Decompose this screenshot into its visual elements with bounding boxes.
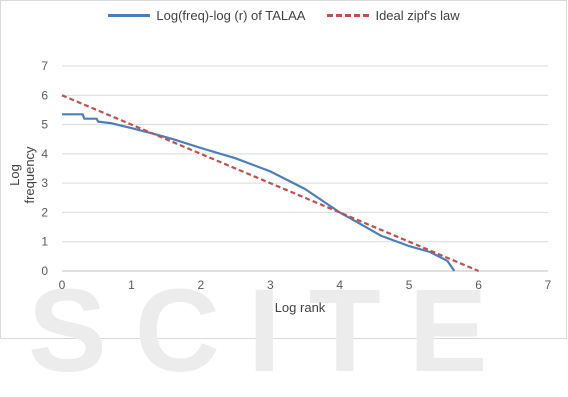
legend: Log(freq)-log (r) of TALAA Ideal zipf's …: [0, 8, 568, 23]
y-tick-label: 0: [41, 264, 48, 278]
y-tick-label: 2: [41, 205, 48, 219]
chart-plot: 0 1 2 3 4 5 6 7 0 1 2 3 4 5 6 7: [41, 59, 552, 292]
x-tick-label: 2: [198, 278, 205, 292]
chart-frame: [0, 0, 567, 339]
y-tick-label: 1: [41, 235, 48, 249]
x-tick-label: 5: [406, 278, 413, 292]
x-tick-label: 0: [59, 278, 66, 292]
y-tick-label: 6: [41, 88, 48, 102]
legend-item-zipf: Ideal zipf's law: [327, 8, 460, 23]
x-tick-label: 7: [545, 278, 552, 292]
x-tick-label: 3: [267, 278, 274, 292]
legend-label-talaa: Log(freq)-log (r) of TALAA: [156, 8, 306, 23]
x-tick-label: 4: [336, 278, 343, 292]
y-tick-label: 7: [41, 59, 48, 73]
y-tick-label: 4: [41, 147, 48, 161]
legend-label-zipf: Ideal zipf's law: [375, 8, 460, 23]
y-tick-label: 3: [41, 176, 48, 190]
series-line-zipf: [61, 94, 480, 273]
x-tick-label: 1: [128, 278, 135, 292]
series-line-talaa: [62, 113, 456, 272]
legend-item-talaa: Log(freq)-log (r) of TALAA: [108, 8, 305, 23]
y-tick-label: 5: [41, 118, 48, 132]
legend-swatch-talaa: [108, 14, 151, 17]
x-tick-label: 6: [475, 278, 482, 292]
x-axis-label: Log rank: [274, 300, 326, 315]
legend-swatch-zipf: [327, 14, 370, 17]
y-axis-label: Log frequency: [7, 146, 37, 204]
